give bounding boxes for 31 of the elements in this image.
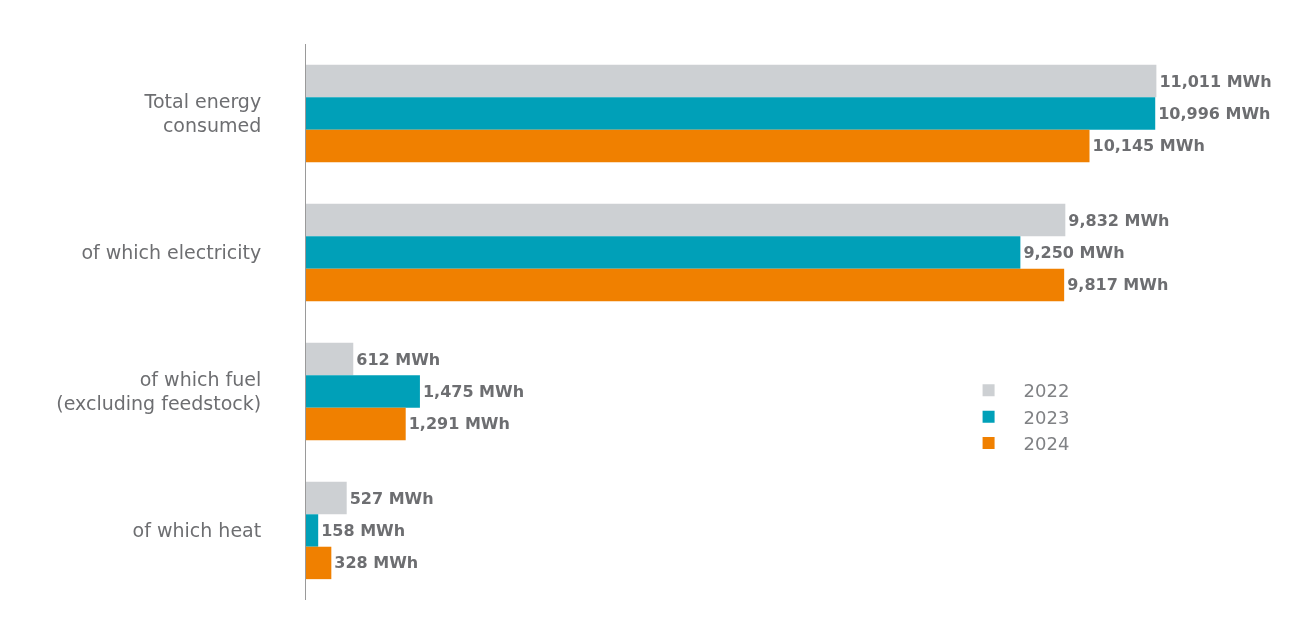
bar: [306, 236, 1021, 269]
bar: [306, 514, 319, 547]
legend-label: 2022: [1023, 380, 1070, 402]
data-label: 328 MWh: [334, 553, 419, 573]
bar: [306, 129, 1090, 163]
legend-label: 2023: [1023, 406, 1070, 428]
y-tick-label: of which fuel (excluding feedstock): [56, 367, 262, 415]
data-label: 11,011 MWh: [1159, 71, 1272, 91]
data-label: 1,475 MWh: [422, 382, 525, 401]
bar: [306, 64, 1157, 98]
y-tick-label: of which heat: [132, 519, 262, 542]
bar: [306, 546, 332, 580]
legend-label: 2024: [1023, 433, 1070, 455]
data-label: 527 MWh: [349, 488, 434, 508]
data-label: 9,832 MWh: [1068, 210, 1170, 230]
bar: [306, 342, 354, 376]
bar: [306, 268, 1065, 302]
data-label: 10,996 MWh: [1158, 104, 1271, 123]
y-tick-label: Total energy consumed: [143, 89, 262, 137]
data-label: 9,250 MWh: [1023, 243, 1125, 262]
bar: [306, 375, 420, 408]
data-label: 10,145 MWh: [1092, 136, 1205, 156]
data-label: 9,817 MWh: [1067, 275, 1169, 295]
data-label: 1,291 MWh: [408, 414, 510, 434]
y-tick-label: of which electricity: [81, 241, 262, 264]
bar: [306, 203, 1066, 237]
bar: [306, 481, 347, 515]
bar: [306, 97, 1156, 130]
data-label: 612 MWh: [356, 349, 441, 369]
data-label: 158 MWh: [321, 521, 406, 540]
bar: [306, 407, 406, 441]
